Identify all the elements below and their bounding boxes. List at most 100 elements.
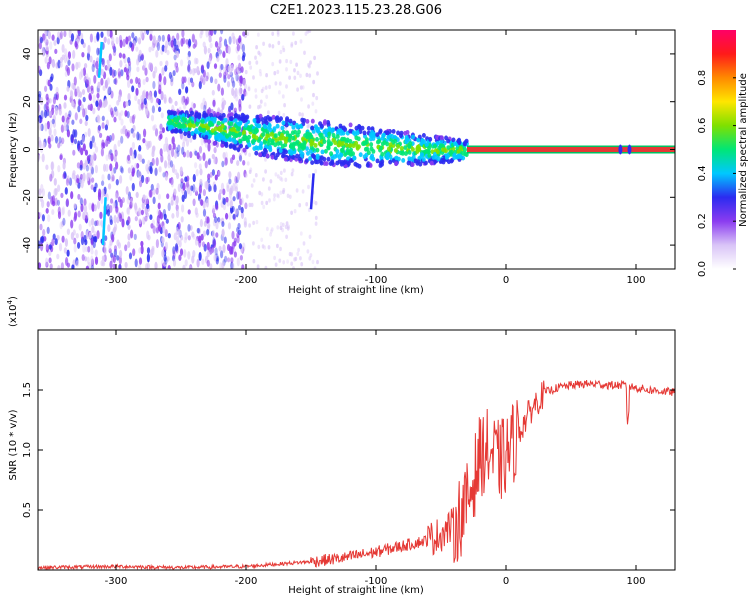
spectrogram-cell (47, 191, 52, 200)
spectrogram-cell (229, 69, 233, 76)
spectrogram-cell (457, 153, 462, 159)
x-tick-label: 100 (626, 275, 645, 286)
spectrogram-cell (83, 198, 87, 206)
spectrogram-cell (366, 125, 371, 131)
spectrogram-cell (138, 257, 143, 265)
spectrogram-cell (73, 237, 77, 245)
spectrogram-cell (316, 71, 319, 76)
spectrogram-cell (187, 133, 191, 139)
spectrogram-cell (267, 110, 270, 115)
spectrogram-cell (433, 143, 437, 149)
spectrogram-cell (59, 140, 63, 147)
spectrogram-cell (238, 243, 242, 250)
spectrogram-cell (312, 79, 316, 85)
spectrogram-cell (258, 68, 262, 74)
spectrogram-cell (263, 127, 268, 133)
spectrogram-cell (154, 261, 158, 269)
spectrogram-cell (207, 222, 211, 229)
spectrogram-cell (231, 126, 236, 132)
spectrogram-cell (65, 198, 69, 207)
spectrogram-cell (130, 200, 134, 209)
spectrogram-cell (208, 157, 212, 165)
spectrogram-cell (385, 152, 390, 158)
spectrogram-cell (91, 225, 95, 234)
spectrogram-cell (87, 245, 91, 253)
spectrogram-cell (152, 225, 156, 234)
spectrogram-cell (135, 87, 139, 96)
y-tick-label: 1.0 (22, 442, 33, 458)
spectrogram-cell (109, 204, 113, 214)
spectrogram-cell (226, 257, 231, 263)
snr-y-ticks: 0.5 1.0 1.5 (22, 382, 675, 518)
spectrogram-cell (298, 149, 303, 155)
spectrogram-cell (80, 38, 84, 45)
spectrogram-cell (312, 92, 315, 98)
spectrogram-cell (158, 134, 162, 141)
spectrogram-cell (276, 141, 281, 147)
spectrogram-cell (117, 139, 121, 147)
spectrogram-cell (301, 112, 304, 117)
spectrogram-cell (131, 32, 135, 39)
spectrogram-cell (84, 159, 88, 166)
spectrogram-cell (78, 144, 82, 153)
spectrogram-cell (276, 174, 280, 179)
spectrogram-cell (222, 51, 226, 58)
spectrogram-cell (310, 160, 315, 166)
spectrogram-cell (78, 223, 82, 231)
spectrogram-cell (145, 106, 149, 116)
spectrogram-cell (293, 75, 297, 81)
spectrogram-cell (236, 114, 241, 119)
spectrogram-cell (61, 206, 66, 215)
spectrogram-cell (57, 59, 61, 69)
spectrogram-cell (45, 45, 49, 52)
spectrogram-cell (181, 141, 186, 148)
spectrogram-cell (174, 151, 178, 159)
spectrogram-cell (142, 216, 146, 225)
spectrogram-cell (194, 187, 198, 193)
spectrogram-cell (59, 31, 64, 40)
spectrogram-cell (326, 138, 331, 144)
spectrogram-cell (116, 100, 120, 106)
spectrogram-cell (279, 49, 283, 55)
snr-y-label: SNR (10 * v/v) (8, 409, 19, 480)
spectrogram-cell (129, 78, 133, 84)
spectrogram-cell (261, 86, 265, 92)
spectrogram-cell (56, 253, 60, 260)
spectrogram-cell (224, 157, 228, 166)
spectrogram-cell (252, 259, 256, 264)
spectrogram-cell (222, 198, 226, 205)
spectrogram-cell (229, 116, 234, 122)
y-tick-label: 1.5 (22, 382, 33, 398)
spectrogram-cell (152, 35, 156, 44)
spectrogram-cell (199, 218, 203, 228)
spectrogram-cell (416, 137, 421, 143)
spectrogram-cell (118, 263, 122, 269)
spectrogram-cell (196, 152, 200, 160)
spectrogram-cell (210, 30, 214, 37)
spectrogram-cell (288, 75, 291, 80)
snr-panel: -300 -200 -100 0 100 0.5 1.0 1.5 Height of str… (6, 296, 676, 596)
spectrogram-cell (187, 76, 191, 86)
spectrogram-cell (122, 125, 126, 135)
spectrogram-cell (119, 60, 123, 68)
spectrogram-cell (153, 124, 157, 131)
spectrogram-cell (63, 30, 67, 38)
spectrogram-cell (295, 153, 300, 159)
spectrogram-cell (155, 49, 159, 58)
spectrogram-cell (48, 257, 52, 264)
spectrogram-cell (198, 80, 202, 90)
carrier-blip (618, 144, 623, 155)
spectrogram-cell (404, 137, 409, 142)
spectrogram-cell (293, 209, 297, 214)
spectrogram-cell (161, 34, 165, 42)
spectrogram-cell (130, 128, 134, 134)
spectrogram-cell (307, 143, 310, 148)
spectrogram-cell (127, 35, 131, 42)
spectrogram-cell (49, 41, 53, 50)
spectrogram-cell (273, 142, 278, 148)
spectrogram-cell (140, 101, 144, 111)
snr-multiplier-exp: 4 (6, 299, 14, 304)
spectrogram-cell (220, 30, 224, 35)
spectrogram-x-ticks: -300 -200 -100 0 100 (105, 30, 646, 286)
spectrogram-cell (202, 189, 206, 197)
